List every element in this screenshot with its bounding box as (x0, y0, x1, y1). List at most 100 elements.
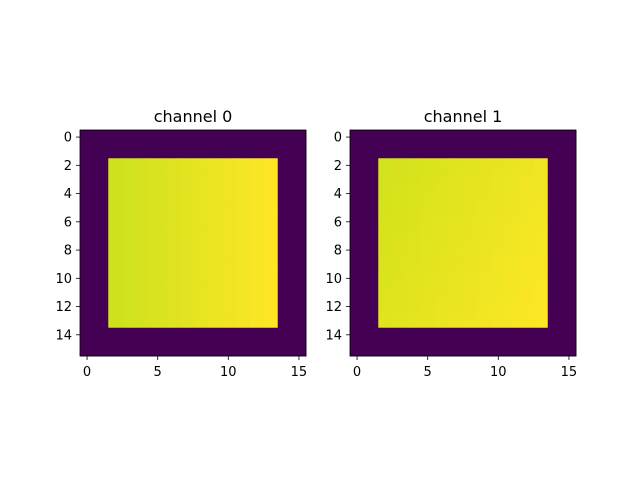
heatmap-cell (420, 228, 436, 244)
y-tick-label: 12 (55, 300, 72, 315)
heatmap-cell (277, 186, 293, 202)
heatmap-cell (291, 299, 307, 315)
y-tick-label: 10 (55, 272, 72, 287)
heatmap-cell (207, 313, 222, 329)
heatmap-cell (291, 200, 307, 216)
heatmap-cell (150, 214, 166, 230)
heatmap-cell (505, 285, 520, 300)
heatmap-cell (277, 243, 293, 258)
heatmap-cell (263, 243, 279, 258)
heatmap-cell (505, 214, 520, 230)
heatmap-cell (477, 341, 492, 357)
heatmap-cell (533, 214, 549, 230)
heatmap-cell (448, 200, 464, 216)
heatmap-cell (505, 200, 520, 216)
heatmap-cell (547, 130, 563, 145)
heatmap-cell (193, 200, 208, 216)
heatmap-cell (505, 299, 520, 315)
heatmap-cell (477, 299, 492, 315)
heatmap-cell (477, 285, 492, 300)
heatmap-cell (463, 200, 478, 216)
heatmap-cell (122, 299, 137, 315)
heatmap-cell (392, 299, 407, 315)
heatmap-cell (519, 327, 535, 343)
heatmap-cell (533, 243, 549, 258)
heatmap-cell (277, 200, 293, 216)
heatmap-cell (420, 144, 436, 159)
heatmap-cell (108, 144, 123, 159)
heatmap-cell (207, 200, 222, 216)
heatmap-cell (491, 200, 506, 216)
heatmap-cell (378, 243, 393, 258)
heatmap-cell (80, 271, 95, 286)
heatmap-cell (463, 243, 478, 258)
heatmap-cell (364, 299, 379, 315)
heatmap-cell (519, 341, 535, 357)
heatmap-cell (291, 186, 307, 202)
heatmap-cell (178, 228, 194, 244)
heatmap-cell (207, 285, 222, 300)
heatmap-cell (463, 214, 478, 230)
heatmap-cell (505, 186, 520, 202)
heatmap-cell (350, 144, 365, 159)
heatmap-cell (406, 228, 422, 244)
heatmap-cell (235, 144, 250, 159)
heatmap-cell (463, 285, 478, 300)
heatmap-cell (378, 144, 393, 159)
heatmap-cell (94, 186, 109, 202)
heatmap-cell (392, 271, 407, 286)
heatmap-cell (94, 243, 109, 258)
heatmap-cell (122, 144, 137, 159)
heatmap-cell (164, 341, 180, 357)
heatmap-cell (448, 144, 464, 159)
heatmap-cell (448, 299, 464, 315)
heatmap-cell (463, 313, 478, 329)
heatmap-cell (505, 313, 520, 329)
heatmap-cell (533, 313, 549, 329)
heatmap-cell (207, 214, 222, 230)
heatmap-cell (406, 130, 422, 145)
heatmap-cell (350, 130, 365, 145)
heatmap-cell (491, 186, 506, 202)
heatmap-cell (364, 327, 379, 343)
heatmap-cell (235, 285, 250, 300)
heatmap-cell (150, 299, 166, 315)
heatmap-cell (561, 144, 577, 159)
heatmap-cell (350, 257, 365, 272)
heatmap-cell (178, 313, 194, 329)
heatmap-cell (547, 299, 563, 315)
heatmap-cell (477, 186, 492, 202)
heatmap-cell (249, 243, 265, 258)
heatmap-cell (207, 228, 222, 244)
heatmap-cell (364, 200, 379, 216)
heatmap-cell (263, 144, 279, 159)
heatmap-cell (547, 200, 563, 216)
heatmap-cell (136, 299, 152, 315)
heatmap-cell (235, 186, 250, 202)
heatmap-cell (221, 313, 236, 329)
heatmap-cell (122, 200, 137, 216)
heatmap-cell (235, 200, 250, 216)
heatmap-cell (277, 313, 293, 329)
heatmap-cell (94, 158, 109, 173)
heatmap-cell (263, 130, 279, 145)
heatmap-cell (221, 228, 236, 244)
heatmap-cell (136, 144, 152, 159)
heatmap-cell (519, 271, 535, 286)
heatmap-cell (547, 186, 563, 202)
heatmap-cell (561, 200, 577, 216)
heatmap-cell (392, 172, 407, 187)
heatmap-cell (448, 285, 464, 300)
heatmap-cell (263, 327, 279, 343)
heatmap-cell (150, 341, 166, 357)
panel-title-1: channel 1 (424, 107, 503, 126)
heatmap-cell (350, 285, 365, 300)
heatmap-cell (207, 186, 222, 202)
heatmap-cell (505, 257, 520, 272)
heatmap-cell (277, 285, 293, 300)
heatmap-cell (406, 271, 422, 286)
heatmap-cell (448, 327, 464, 343)
heatmap-cell (221, 271, 236, 286)
heatmap-cell (291, 243, 307, 258)
heatmap-cell (136, 271, 152, 286)
